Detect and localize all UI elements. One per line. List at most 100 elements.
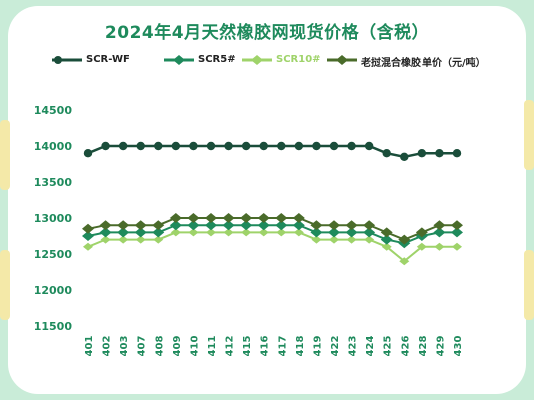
data-point	[433, 227, 446, 238]
y-tick-label: 14000	[34, 140, 73, 153]
y-axis: 14500 14000 13500 13000 12500 12000 11500	[34, 104, 73, 333]
x-tick-label: 425	[383, 336, 394, 357]
data-point	[118, 235, 129, 244]
x-tick-label: 424	[365, 336, 376, 357]
y-tick-label: 12000	[34, 284, 73, 297]
data-point	[416, 242, 427, 251]
data-point	[82, 223, 94, 234]
data-point	[240, 220, 253, 231]
series-line-1	[87, 224, 457, 245]
series-lines	[87, 144, 457, 263]
data-point	[434, 242, 445, 251]
data-point	[187, 220, 200, 231]
series-markers	[82, 141, 463, 266]
data-point	[169, 220, 182, 231]
data-point	[363, 220, 376, 231]
data-point	[345, 227, 358, 238]
series-line-2	[87, 231, 457, 263]
left-decor-tab	[0, 250, 10, 320]
data-point	[241, 228, 252, 237]
right-decor-tab	[524, 250, 534, 320]
chart-card	[8, 6, 526, 394]
x-tick-label: 423	[348, 336, 359, 357]
data-point	[134, 220, 147, 231]
data-point	[451, 220, 463, 231]
x-tick-label: 417	[277, 336, 288, 357]
legend-label: SCR-WF	[86, 54, 130, 65]
data-point	[258, 228, 269, 237]
x-tick-label: 410	[189, 336, 200, 357]
series-line-0	[87, 144, 457, 159]
data-point	[206, 228, 216, 237]
data-point	[257, 220, 270, 231]
data-point	[452, 149, 462, 158]
data-point	[101, 141, 110, 151]
x-tick-label: 429	[435, 336, 446, 357]
x-tick-label: 411	[207, 336, 218, 357]
x-tick-label: 415	[242, 336, 253, 357]
data-point	[205, 213, 217, 223]
data-point	[329, 141, 339, 151]
data-point	[223, 228, 234, 237]
data-point	[381, 242, 392, 251]
data-point	[259, 141, 268, 151]
data-point	[276, 228, 287, 237]
data-point	[134, 227, 147, 238]
data-point	[275, 220, 288, 231]
data-point	[380, 234, 393, 245]
data-point	[347, 141, 356, 151]
data-point	[311, 235, 322, 244]
data-point	[275, 213, 288, 223]
data-point	[451, 227, 463, 238]
data-point	[135, 235, 146, 244]
data-point	[171, 141, 181, 151]
data-point	[206, 141, 216, 151]
data-point	[257, 213, 270, 223]
data-point	[400, 152, 409, 161]
x-tick-label: 412	[225, 336, 236, 357]
data-point	[152, 227, 165, 238]
x-tick-label: 409	[172, 336, 183, 357]
data-point	[277, 141, 286, 151]
data-point	[293, 228, 304, 237]
chart-title: 2024年4月天然橡胶网现货价格（含税）	[104, 23, 430, 43]
data-point	[222, 213, 235, 223]
data-point	[152, 220, 165, 231]
x-tick-label: 428	[418, 336, 429, 357]
x-tick-label: 403	[119, 336, 130, 357]
x-tick-label: 426	[400, 336, 411, 357]
data-point	[452, 242, 462, 251]
data-point	[310, 220, 323, 231]
data-point	[292, 213, 305, 223]
data-point	[153, 235, 164, 244]
series-line-3	[87, 217, 457, 241]
data-point	[328, 227, 340, 238]
y-tick-label: 11500	[34, 320, 73, 333]
legend-label: SCR10#	[276, 54, 321, 65]
data-point	[329, 235, 339, 244]
data-point	[241, 141, 251, 151]
chart-legend: SCR-WF SCR5# SCR10# 老挝混合橡胶 单价（元/吨）	[50, 52, 520, 70]
x-axis: 401 402 403 407 408 409 410 411 412 415 416 417 418 4…	[84, 336, 464, 357]
x-tick-label: 430	[453, 336, 464, 357]
legend-label: 老挝混合橡胶	[361, 58, 421, 69]
data-point	[136, 141, 145, 151]
data-point	[169, 213, 182, 223]
data-point	[435, 149, 444, 158]
x-tick-label: 402	[102, 336, 113, 357]
data-point	[312, 141, 321, 151]
data-point	[310, 227, 323, 238]
right-decor-tab	[524, 100, 534, 170]
data-point	[188, 228, 199, 237]
x-tick-label: 407	[137, 336, 148, 357]
data-point	[224, 141, 233, 151]
data-point	[364, 141, 374, 151]
data-point	[82, 231, 94, 241]
data-point	[346, 235, 357, 244]
y-tick-label: 14500	[34, 104, 73, 117]
data-point	[417, 149, 427, 158]
x-tick-label: 419	[312, 336, 323, 357]
y-tick-label: 13000	[34, 212, 73, 225]
data-point	[382, 149, 391, 158]
data-point	[205, 220, 217, 231]
